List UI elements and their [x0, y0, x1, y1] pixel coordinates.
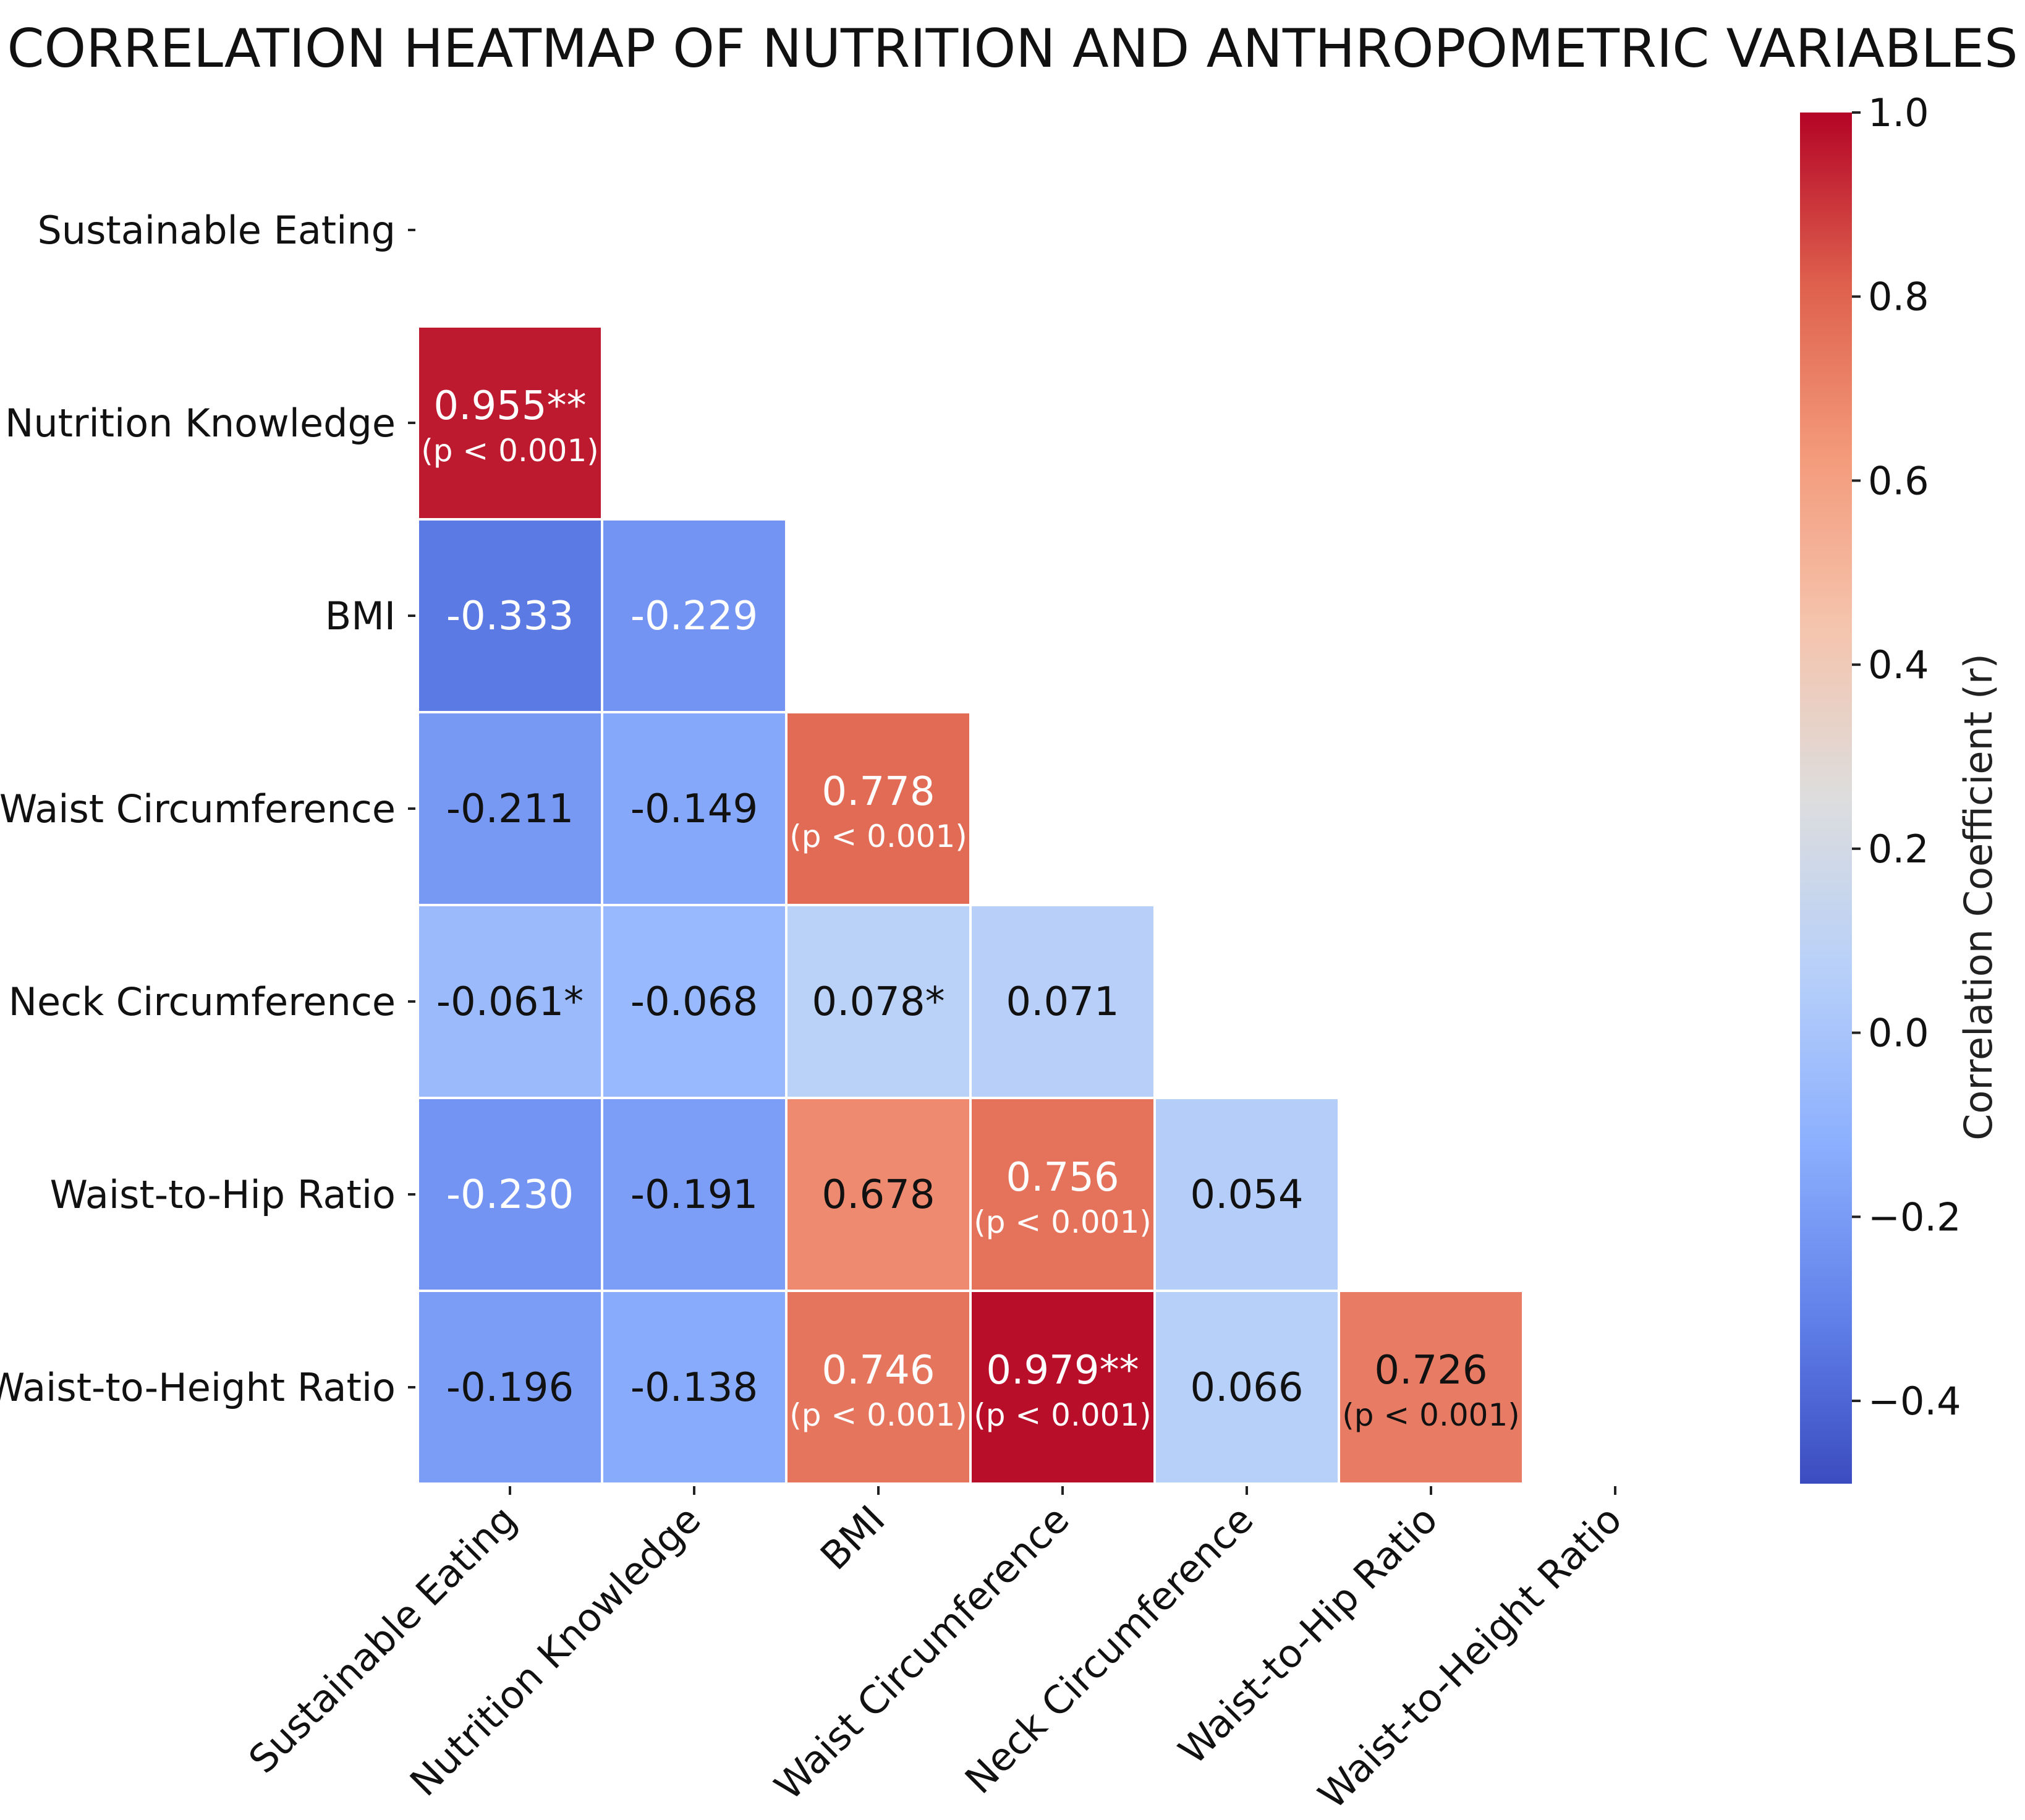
heatmap-cell: -0.211 [417, 711, 603, 906]
heatmap-cell-rect [601, 711, 788, 906]
heatmap-cell-rect [417, 711, 603, 906]
colorbar-tick-label: −0.2 [1868, 1194, 1961, 1240]
cell-value-label: -0.229 [630, 593, 758, 639]
cell-value-label: 0.726 [1374, 1348, 1487, 1393]
heatmap-cell-rect [601, 904, 788, 1099]
cell-value-label: -0.230 [446, 1172, 574, 1218]
heatmap-cell-rect [601, 1290, 788, 1485]
heatmap-cell-rect [417, 325, 603, 521]
heatmap-cell-rect [969, 1290, 1156, 1485]
heatmap-cell: -0.191 [601, 1097, 788, 1292]
cell-value-label: 0.746 [821, 1348, 935, 1393]
heatmap-cell: -0.333 [417, 518, 603, 713]
heatmap-cells: 0.955** (p < 0.001) -0.333 -0.229 -0.211 -0.1… [417, 325, 1524, 1485]
heatmap-cell: 0.979** (p < 0.001) [969, 1290, 1156, 1485]
heatmap-cell-rect [601, 518, 788, 713]
heatmap-cell: -0.230 [417, 1097, 603, 1292]
colorbar-tick-label: 0.0 [1868, 1011, 1929, 1056]
heatmap-cell: 0.746 (p < 0.001) [785, 1290, 972, 1485]
colorbar-tick-label: 0.2 [1868, 827, 1929, 872]
heatmap-cell: 0.071 [969, 904, 1156, 1099]
colorbar-tick-label: −0.4 [1868, 1379, 1961, 1424]
heatmap-cell: -0.138 [601, 1290, 788, 1485]
cell-value-label: -0.191 [630, 1172, 758, 1218]
cell-value-label: -0.068 [630, 979, 758, 1025]
y-tick-label-waist-to-hip-ratio: Waist-to-Hip Ratio [50, 1172, 396, 1217]
heatmap-cell: 0.726 (p < 0.001) [1338, 1290, 1524, 1485]
cell-value-label: 0.955** [433, 383, 586, 429]
cell-value-label: 0.678 [821, 1172, 935, 1218]
heatmap-cell: 0.078* [785, 904, 972, 1099]
y-tick-label-nutrition-knowledge: Nutrition Knowledge [5, 401, 396, 446]
colorbar-tick-label: 1.0 [1868, 90, 1929, 135]
x-tick-label-waist-to-height-ratio: Waist-to-Height Ratio [1309, 1497, 1630, 1818]
colorbar-gradient [1800, 113, 1852, 1484]
cell-p-value-label: (p < 0.001) [421, 433, 599, 469]
cell-p-value-label: (p < 0.001) [789, 1397, 967, 1433]
heatmap-cell: -0.229 [601, 518, 788, 713]
colorbar-tick-label: 0.6 [1868, 458, 1929, 503]
x-tick-label-bmi: BMI [812, 1497, 893, 1578]
heatmap-cell-rect [417, 1290, 603, 1485]
cell-value-label: -0.196 [446, 1365, 574, 1411]
cell-p-value-label: (p < 0.001) [789, 819, 967, 854]
heatmap-cell: 0.756(p < 0.001) [969, 1097, 1156, 1292]
heatmap-cell-rect [1338, 1290, 1524, 1485]
heatmap-cell: -0.196 [417, 1290, 603, 1485]
cell-value-label: -0.061* [436, 979, 584, 1025]
heatmap-cell: -0.149 [601, 711, 788, 906]
heatmap-cell: 0.066 [1153, 1290, 1340, 1485]
cell-value-label: 0.071 [1006, 979, 1119, 1025]
heatmap-cell-rect [1153, 1097, 1340, 1292]
cell-value-label: -0.333 [446, 593, 574, 639]
y-tick-label-waist-circumference: Waist Circumference [0, 786, 396, 831]
heatmap-cell: 0.054 [1153, 1097, 1340, 1292]
heatmap-cell: -0.061* [417, 904, 603, 1099]
heatmap-cell: 0.778 (p < 0.001) [785, 711, 972, 906]
heatmap-cell: -0.068 [601, 904, 788, 1099]
cell-p-value-label: (p < 0.001) [1342, 1397, 1520, 1433]
cell-p-value-label: (p < 0.001) [974, 1397, 1152, 1433]
colorbar-tick-label: 0.8 [1868, 274, 1929, 320]
cell-value-label: 0.078* [812, 979, 945, 1025]
y-tick-label-neck-circumference: Neck Circumference [9, 979, 396, 1024]
cell-value-label: 0.778 [821, 769, 935, 815]
heatmap-cell-rect [785, 1290, 972, 1485]
heatmap-cell-rect [1153, 1290, 1340, 1485]
heatmap-cell-rect [969, 1097, 1156, 1292]
heatmap-cell-rect [785, 1097, 972, 1292]
colorbar-tick-label: 0.4 [1868, 642, 1929, 687]
cell-value-label: -0.149 [630, 786, 758, 832]
cell-p-value-label: (p < 0.001) [974, 1204, 1152, 1240]
colorbar: 1.0 0.8 0.6 0.4 0.2 0.0 −0.2 −0.4 [1800, 90, 1961, 1484]
heatmap-cell-rect [969, 904, 1156, 1099]
chart-title: CORRELATION HEATMAP OF NUTRITION AND ANT… [7, 18, 2018, 80]
x-tick-label-waist-circumference: Waist Circumference [766, 1497, 1078, 1809]
y-tick-label-sustainable-eating: Sustainable Eating [37, 208, 396, 253]
y-axis-labels: Sustainable Eating Nutrition Knowledge BMI… [0, 208, 415, 1410]
cell-value-label: -0.211 [446, 786, 574, 832]
y-tick-label-bmi: BMI [325, 593, 396, 639]
y-tick-label-waist-to-height-ratio: Waist-to-Height Ratio [0, 1365, 396, 1410]
heatmap-cell-rect [785, 711, 972, 906]
cell-value-label: 0.054 [1190, 1172, 1303, 1218]
cell-value-label: 0.979** [986, 1348, 1139, 1393]
heatmap-cell: 0.678 [785, 1097, 972, 1292]
heatmap-cell-rect [417, 518, 603, 713]
colorbar-label: Correlation Coefficient (r) [1956, 653, 2001, 1141]
cell-value-label: -0.138 [630, 1365, 758, 1411]
heatmap-cell: 0.955** (p < 0.001) [417, 325, 603, 521]
heatmap-cell-rect [601, 1097, 788, 1292]
cell-value-label: 0.066 [1190, 1365, 1303, 1411]
cell-value-label: 0.756 [1006, 1155, 1119, 1201]
